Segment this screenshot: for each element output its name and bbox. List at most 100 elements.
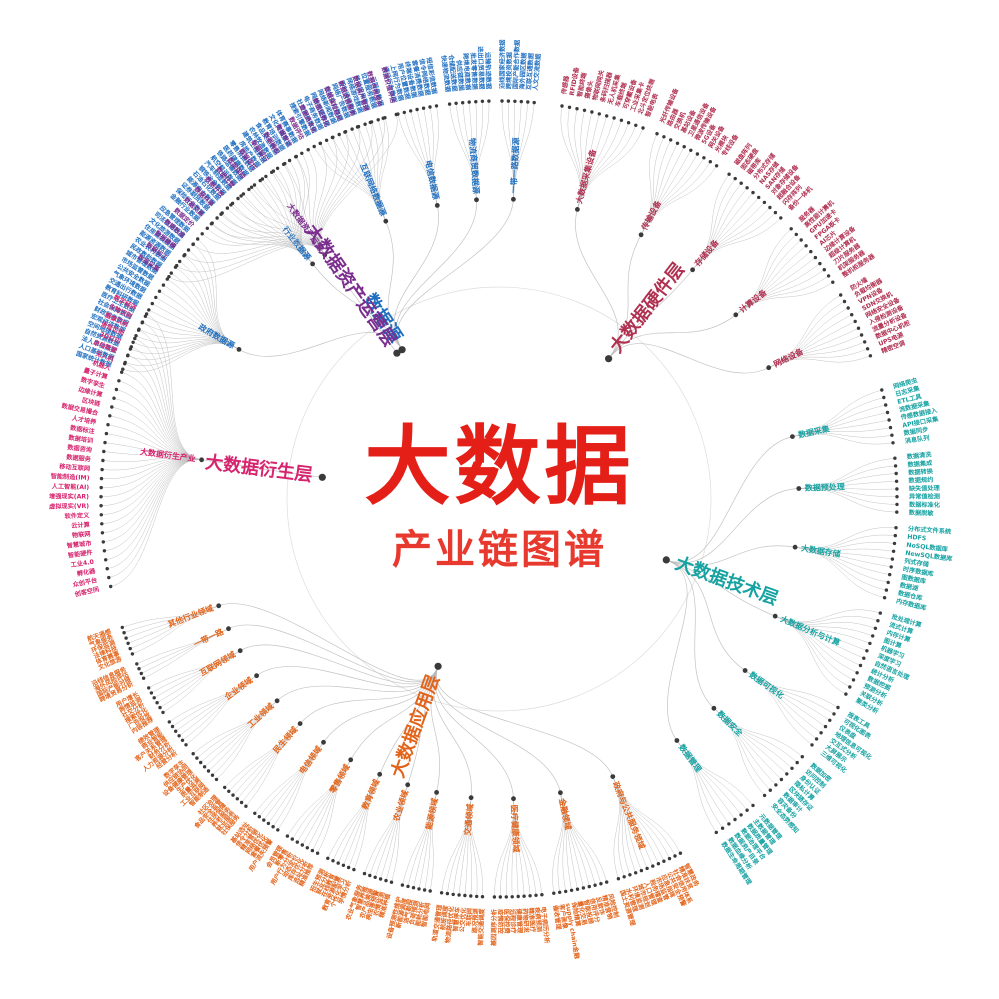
dendrogram-label[interactable]: 教育领域 [359, 778, 381, 812]
dendrogram-node[interactable] [310, 848, 315, 853]
dendrogram-node[interactable] [641, 126, 645, 130]
dendrogram-node[interactable] [826, 274, 831, 278]
dendrogram-node[interactable] [628, 873, 632, 877]
dendrogram-node[interactable] [774, 783, 778, 787]
dendrogram-label[interactable]: 数据咨询 [67, 443, 93, 454]
dendrogram-node[interactable] [202, 765, 207, 769]
dendrogram-label[interactable]: 客户画像 [557, 903, 569, 930]
dendrogram-node[interactable] [454, 101, 458, 106]
dendrogram-node[interactable] [300, 151, 304, 155]
dendrogram-label[interactable]: 健康管理 [515, 908, 524, 934]
dendrogram-node[interactable] [733, 817, 737, 822]
dendrogram-node[interactable] [855, 671, 859, 675]
dendrogram-label[interactable]: 物联网 [72, 530, 91, 540]
dendrogram-node[interactable] [139, 671, 143, 676]
dendrogram-node[interactable] [434, 203, 440, 208]
dendrogram-node[interactable] [779, 216, 783, 220]
dendrogram-node[interactable] [274, 698, 280, 704]
dendrogram-node[interactable] [100, 522, 104, 526]
dendrogram-node[interactable] [264, 174, 268, 179]
dendrogram-node[interactable] [102, 449, 106, 454]
dendrogram-node[interactable] [836, 705, 840, 710]
dendrogram-node[interactable] [480, 99, 485, 104]
dendrogram-node[interactable] [409, 109, 413, 113]
dendrogram-node[interactable] [828, 718, 832, 722]
dendrogram-node[interactable] [237, 648, 243, 654]
dendrogram-node[interactable] [227, 789, 231, 793]
dendrogram-node[interactable] [662, 556, 670, 564]
dendrogram-label[interactable]: HDFS [907, 534, 927, 543]
dendrogram-node[interactable] [590, 110, 594, 114]
dendrogram-node[interactable] [890, 557, 895, 561]
dendrogram-node[interactable] [839, 293, 843, 297]
dendrogram-node[interactable] [343, 130, 347, 134]
dendrogram-node[interactable] [257, 815, 261, 819]
dendrogram-label[interactable]: 企业领域 [222, 675, 255, 703]
dendrogram-node[interactable] [99, 495, 103, 499]
dendrogram-node[interactable] [892, 541, 897, 546]
dendrogram-node[interactable] [745, 808, 749, 812]
dendrogram-node[interactable] [889, 565, 893, 569]
dendrogram-label[interactable]: 运输轨迹数据 [484, 52, 493, 90]
dendrogram-node[interactable] [107, 575, 111, 580]
dendrogram-node[interactable] [108, 414, 112, 418]
dendrogram-node[interactable] [532, 100, 536, 105]
dendrogram-node[interactable] [575, 887, 580, 891]
dendrogram-label[interactable]: 智能制造(IM) [49, 472, 89, 482]
dendrogram-node[interactable] [605, 114, 609, 118]
dendrogram-label[interactable]: 大数据衍生层 [204, 451, 314, 486]
dendrogram-node[interactable] [253, 811, 257, 815]
dendrogram-label[interactable]: 数据培训 [68, 433, 94, 444]
dendrogram-node[interactable] [383, 218, 389, 224]
dendrogram-node[interactable] [733, 176, 737, 181]
dendrogram-node[interactable] [147, 308, 151, 312]
dendrogram-label[interactable]: 数据管理 [677, 742, 704, 774]
dendrogram-label[interactable]: 药物研发 [521, 908, 531, 934]
dendrogram-node[interactable] [398, 346, 406, 354]
dendrogram-node[interactable] [377, 771, 383, 777]
dendrogram-node[interactable] [178, 259, 182, 264]
dendrogram-node[interactable] [564, 889, 568, 894]
dendrogram-node[interactable] [381, 116, 385, 120]
dendrogram-node[interactable] [689, 148, 693, 152]
dendrogram-node[interactable] [402, 110, 406, 115]
dendrogram-node[interactable] [599, 882, 603, 886]
dendrogram-node[interactable] [745, 186, 749, 190]
dendrogram-node[interactable] [434, 104, 439, 108]
dendrogram-node[interactable] [266, 821, 271, 826]
dendrogram-node[interactable] [216, 603, 222, 609]
dendrogram-node[interactable] [439, 891, 444, 895]
dendrogram-label[interactable]: 供应链数据 [455, 59, 466, 92]
dendrogram-node[interactable] [254, 673, 259, 679]
dendrogram-node[interactable] [99, 476, 104, 481]
dendrogram-label[interactable]: 跨境电商数据 [462, 53, 473, 91]
dendrogram-node[interactable] [789, 227, 793, 231]
dendrogram-node[interactable] [336, 861, 340, 865]
dendrogram-node[interactable] [790, 766, 794, 770]
dendrogram-node[interactable] [751, 190, 755, 195]
dendrogram-node[interactable] [144, 312, 149, 316]
dendrogram-label[interactable]: 数据湖 [899, 581, 919, 593]
dendrogram-node[interactable] [727, 822, 731, 826]
dendrogram-label[interactable]: 大数据应用层 [386, 672, 444, 781]
dendrogram-label[interactable]: 互联互通数据 [525, 52, 536, 90]
dendrogram-node[interactable] [739, 813, 743, 817]
dendrogram-label[interactable]: 数据转换 [908, 467, 934, 477]
dendrogram-node[interactable] [195, 756, 199, 760]
dendrogram-node[interactable] [610, 774, 616, 779]
dendrogram-node[interactable] [645, 866, 649, 871]
dendrogram-node[interactable] [183, 253, 187, 257]
dendrogram-node[interactable] [324, 138, 329, 142]
dendrogram-node[interactable] [884, 588, 889, 592]
dendrogram-node[interactable] [766, 365, 772, 371]
dendrogram-node[interactable] [236, 196, 240, 201]
dendrogram-node[interactable] [177, 734, 181, 738]
dendrogram-node[interactable] [322, 252, 328, 258]
dendrogram-node[interactable] [101, 458, 105, 463]
dendrogram-node[interactable] [191, 752, 195, 756]
dendrogram-node[interactable] [862, 656, 866, 660]
dendrogram-node[interactable] [363, 122, 367, 126]
dendrogram-label[interactable]: 移动互联网 [59, 462, 90, 472]
dendrogram-node[interactable] [575, 107, 579, 111]
dendrogram-node[interactable] [513, 99, 517, 104]
